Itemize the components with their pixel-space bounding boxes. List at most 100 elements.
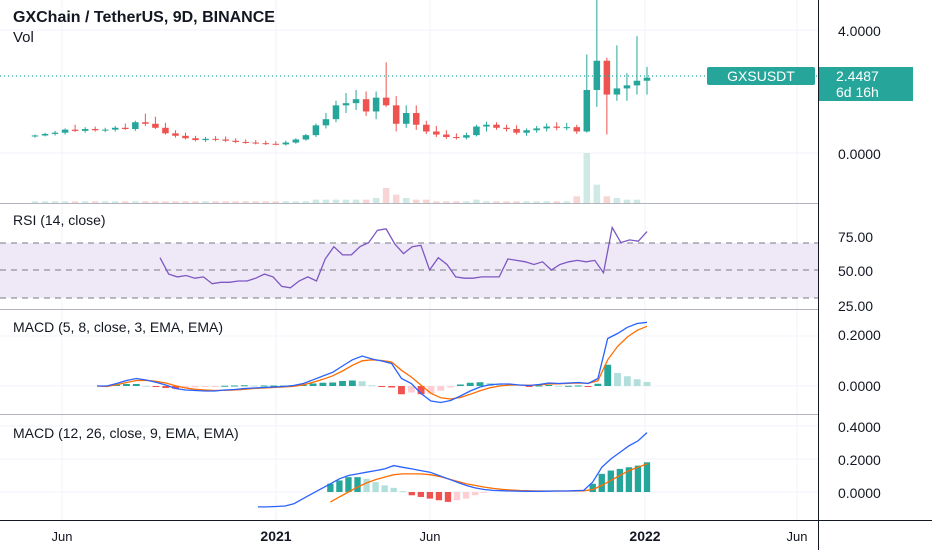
volume-bar xyxy=(563,201,570,203)
volume-bar xyxy=(31,201,39,203)
volume-bar xyxy=(443,201,450,203)
candle-body xyxy=(523,130,530,133)
volume-bar xyxy=(342,199,350,203)
macd2-tick-0: 0.0000 xyxy=(838,485,881,501)
candle-body xyxy=(212,138,219,140)
volume-bar xyxy=(423,199,430,203)
candle-body xyxy=(392,105,400,124)
volume-bar xyxy=(593,184,601,203)
volume-bar xyxy=(412,199,420,203)
price-candles[interactable] xyxy=(31,0,651,146)
volume-bar xyxy=(81,201,89,203)
volume-bar xyxy=(71,201,79,203)
volume-bar xyxy=(202,201,209,203)
candle-body xyxy=(101,129,109,131)
macd-histogram-bar xyxy=(633,379,641,386)
candle-body xyxy=(51,132,59,134)
macd-histogram-bar xyxy=(564,385,572,387)
volume-bar xyxy=(402,198,410,203)
macd-5-8-group xyxy=(96,321,651,404)
macd-histogram-bar xyxy=(132,384,140,386)
candle-body xyxy=(573,127,581,132)
volume-bar xyxy=(613,198,621,203)
candle-body xyxy=(493,124,500,128)
candle-body xyxy=(272,143,280,145)
macd-histogram-bar xyxy=(535,385,543,387)
candle-body xyxy=(402,113,410,124)
macd-histogram-bar xyxy=(594,383,602,386)
macd-histogram-bar xyxy=(471,492,479,496)
candle-body xyxy=(423,124,430,132)
macd-histogram-bar xyxy=(435,492,443,501)
volume-bar xyxy=(272,201,280,203)
candle-body xyxy=(61,129,69,133)
x-tick-2021: 2021 xyxy=(260,528,291,544)
macd-histogram-bar xyxy=(327,483,334,492)
macd-histogram-bar xyxy=(123,384,130,386)
x-tick-2022: 2022 xyxy=(629,528,660,544)
macd-histogram-bar xyxy=(625,467,633,492)
macd-histogram-bar xyxy=(417,492,425,497)
macd-histogram-bar xyxy=(462,492,470,499)
volume-bar xyxy=(232,201,239,203)
candle-body xyxy=(162,127,169,134)
chart-title: GXChain / TetherUS, 9D, BINANCE xyxy=(13,9,275,26)
macd2-title: MACD (12, 26, close, 9, EMA, EMA) xyxy=(13,425,239,441)
volume-bar xyxy=(91,201,99,203)
macd-histogram-bar xyxy=(607,470,614,492)
macd-histogram-bar xyxy=(152,386,160,387)
macd2-tick-02: 0.2000 xyxy=(838,452,881,468)
volume-bar xyxy=(603,196,611,203)
rsi-line-group xyxy=(159,225,648,289)
macd-histogram-bar xyxy=(363,478,370,492)
volume-bar xyxy=(262,201,270,203)
macd-histogram-bar xyxy=(240,385,248,387)
candle-body xyxy=(41,133,49,136)
macd-histogram-bar xyxy=(221,385,229,387)
volume-label: Vol xyxy=(13,29,34,46)
volume-bar xyxy=(282,201,290,203)
candle-body xyxy=(583,89,591,132)
volume-bar xyxy=(152,201,159,203)
volume-bar xyxy=(122,201,129,203)
candle-body xyxy=(443,134,450,138)
candle-body xyxy=(302,135,310,140)
candle-body xyxy=(543,126,550,129)
macd-histogram-bar xyxy=(623,376,631,386)
macd-histogram-bar xyxy=(634,465,642,492)
candle-body xyxy=(172,133,179,136)
macd-histogram-bar xyxy=(555,385,563,387)
volume-bar xyxy=(252,201,259,203)
macd-histogram-bar xyxy=(574,385,582,387)
candle-body xyxy=(252,142,259,144)
volume-bar xyxy=(463,201,470,203)
macd-histogram-bar xyxy=(378,386,386,387)
macd-histogram-bar xyxy=(616,468,624,492)
candle-body xyxy=(292,139,300,143)
candle-body xyxy=(433,131,440,135)
macd-histogram-bar xyxy=(584,386,592,387)
candle-body xyxy=(513,129,520,133)
macd-histogram-bar xyxy=(329,382,337,386)
macd-histogram-bar xyxy=(270,385,278,387)
candle-body xyxy=(182,135,189,139)
candle-body xyxy=(112,127,119,130)
macd-histogram-bar xyxy=(437,386,445,391)
macd-histogram-bar xyxy=(604,364,612,386)
volume-bar xyxy=(633,199,641,203)
macd-histogram-bar xyxy=(372,482,379,492)
volume-bar xyxy=(523,201,530,203)
candle-body xyxy=(633,80,641,86)
macd-histogram-bar xyxy=(466,382,474,386)
macd-histogram-bar xyxy=(598,473,605,492)
macd-histogram-bar xyxy=(181,386,189,388)
volume-bar xyxy=(362,199,370,203)
candle-body xyxy=(623,85,631,89)
macd-histogram-bar xyxy=(339,381,346,386)
candle-body xyxy=(342,103,350,106)
candle-body xyxy=(202,138,209,141)
macd-histogram-bar xyxy=(525,386,533,387)
volume-bar xyxy=(372,198,380,203)
macd-histogram-bar xyxy=(201,386,209,387)
